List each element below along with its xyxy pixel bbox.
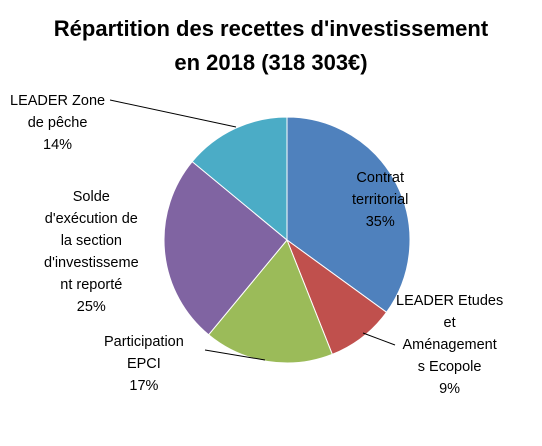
chart-title-line-2: en 2018 (318 303€): [174, 50, 368, 75]
slice-contrat-territorial: [286, 116, 411, 313]
slice-label-contrat-territorial: Contrat territorial 35%: [352, 170, 409, 230]
slice-leader-zone-peche: [191, 116, 288, 242]
chart-title-line-1: Répartition des recettes d'investissemen…: [53, 16, 489, 41]
slice-label-participation-epci: Participation EPCI 17%: [104, 334, 184, 394]
leader-line-zone-peche: [109, 99, 237, 128]
leader-line-leader-etudes: [362, 332, 396, 346]
leader-line-participation: [204, 349, 266, 361]
pie-slices: [163, 116, 411, 364]
slice-label-leader-etudes: LEADER Etudes et Aménagement s Ecopole 9…: [396, 293, 504, 397]
slice-participation-epci: [207, 239, 333, 364]
slice-label-solde-execution: Solde d'exécution de la section d'invest…: [44, 189, 139, 315]
leader-lines: [109, 99, 396, 361]
slice-label-leader-zone-peche: LEADER Zone de pêche 14%: [10, 93, 106, 153]
slice-solde-execution: [163, 160, 288, 336]
